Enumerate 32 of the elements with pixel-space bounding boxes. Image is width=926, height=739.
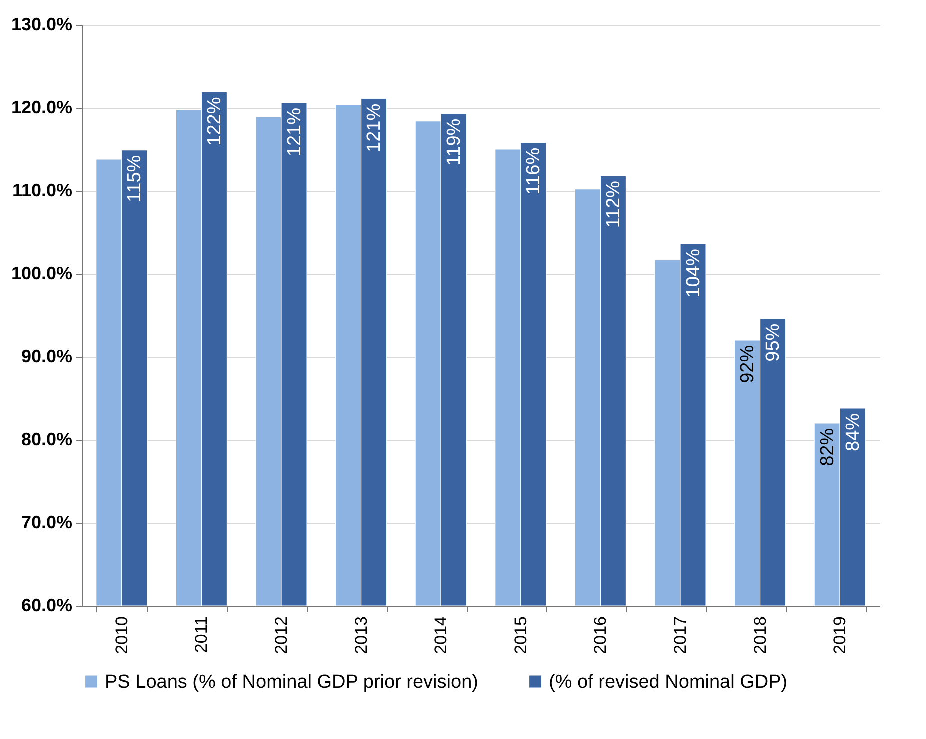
data-label: 116% xyxy=(524,148,545,196)
data-label: 121% xyxy=(364,104,386,152)
data-label: 95% xyxy=(763,324,784,362)
y-tick-label: 90.0% xyxy=(21,346,72,366)
x-tick-label: 2015 xyxy=(511,616,530,654)
y-tick-label: 100.0% xyxy=(11,264,72,284)
x-tick-label: 2012 xyxy=(272,616,291,654)
x-tick-label: 2016 xyxy=(591,616,610,654)
data-label: 119% xyxy=(444,118,465,166)
x-tick-label: 2017 xyxy=(671,616,690,654)
x-tick-label: 2018 xyxy=(750,616,770,654)
y-tick-label: 120.0% xyxy=(11,98,72,118)
data-label: 121% xyxy=(284,108,306,157)
data-label: 122% xyxy=(204,97,226,146)
y-tick-label: 60.0% xyxy=(21,596,72,616)
y-tick-label: 70.0% xyxy=(21,512,72,532)
x-tick-label: 2011 xyxy=(192,616,212,654)
x-tick-label: 2014 xyxy=(432,616,451,654)
data-label: 92% xyxy=(738,345,759,384)
y-tick-label: 80.0% xyxy=(21,430,72,450)
y-tick-label: 110.0% xyxy=(12,180,72,200)
x-tick-label: 2013 xyxy=(352,616,371,654)
data-label: 84% xyxy=(842,413,864,452)
x-tick-label: 2019 xyxy=(830,616,850,654)
legend-label: (% of revised Nominal GDP) xyxy=(549,672,788,693)
data-label: 104% xyxy=(683,249,704,298)
data-label: 112% xyxy=(603,180,624,228)
legend-label: PS Loans (% of Nominal GDP prior revision) xyxy=(105,672,478,693)
data-label: 115% xyxy=(124,155,146,203)
y-tick-label: 130.0% xyxy=(11,14,72,34)
data-label: 82% xyxy=(817,428,838,466)
x-tick-label: 2010 xyxy=(112,616,132,654)
